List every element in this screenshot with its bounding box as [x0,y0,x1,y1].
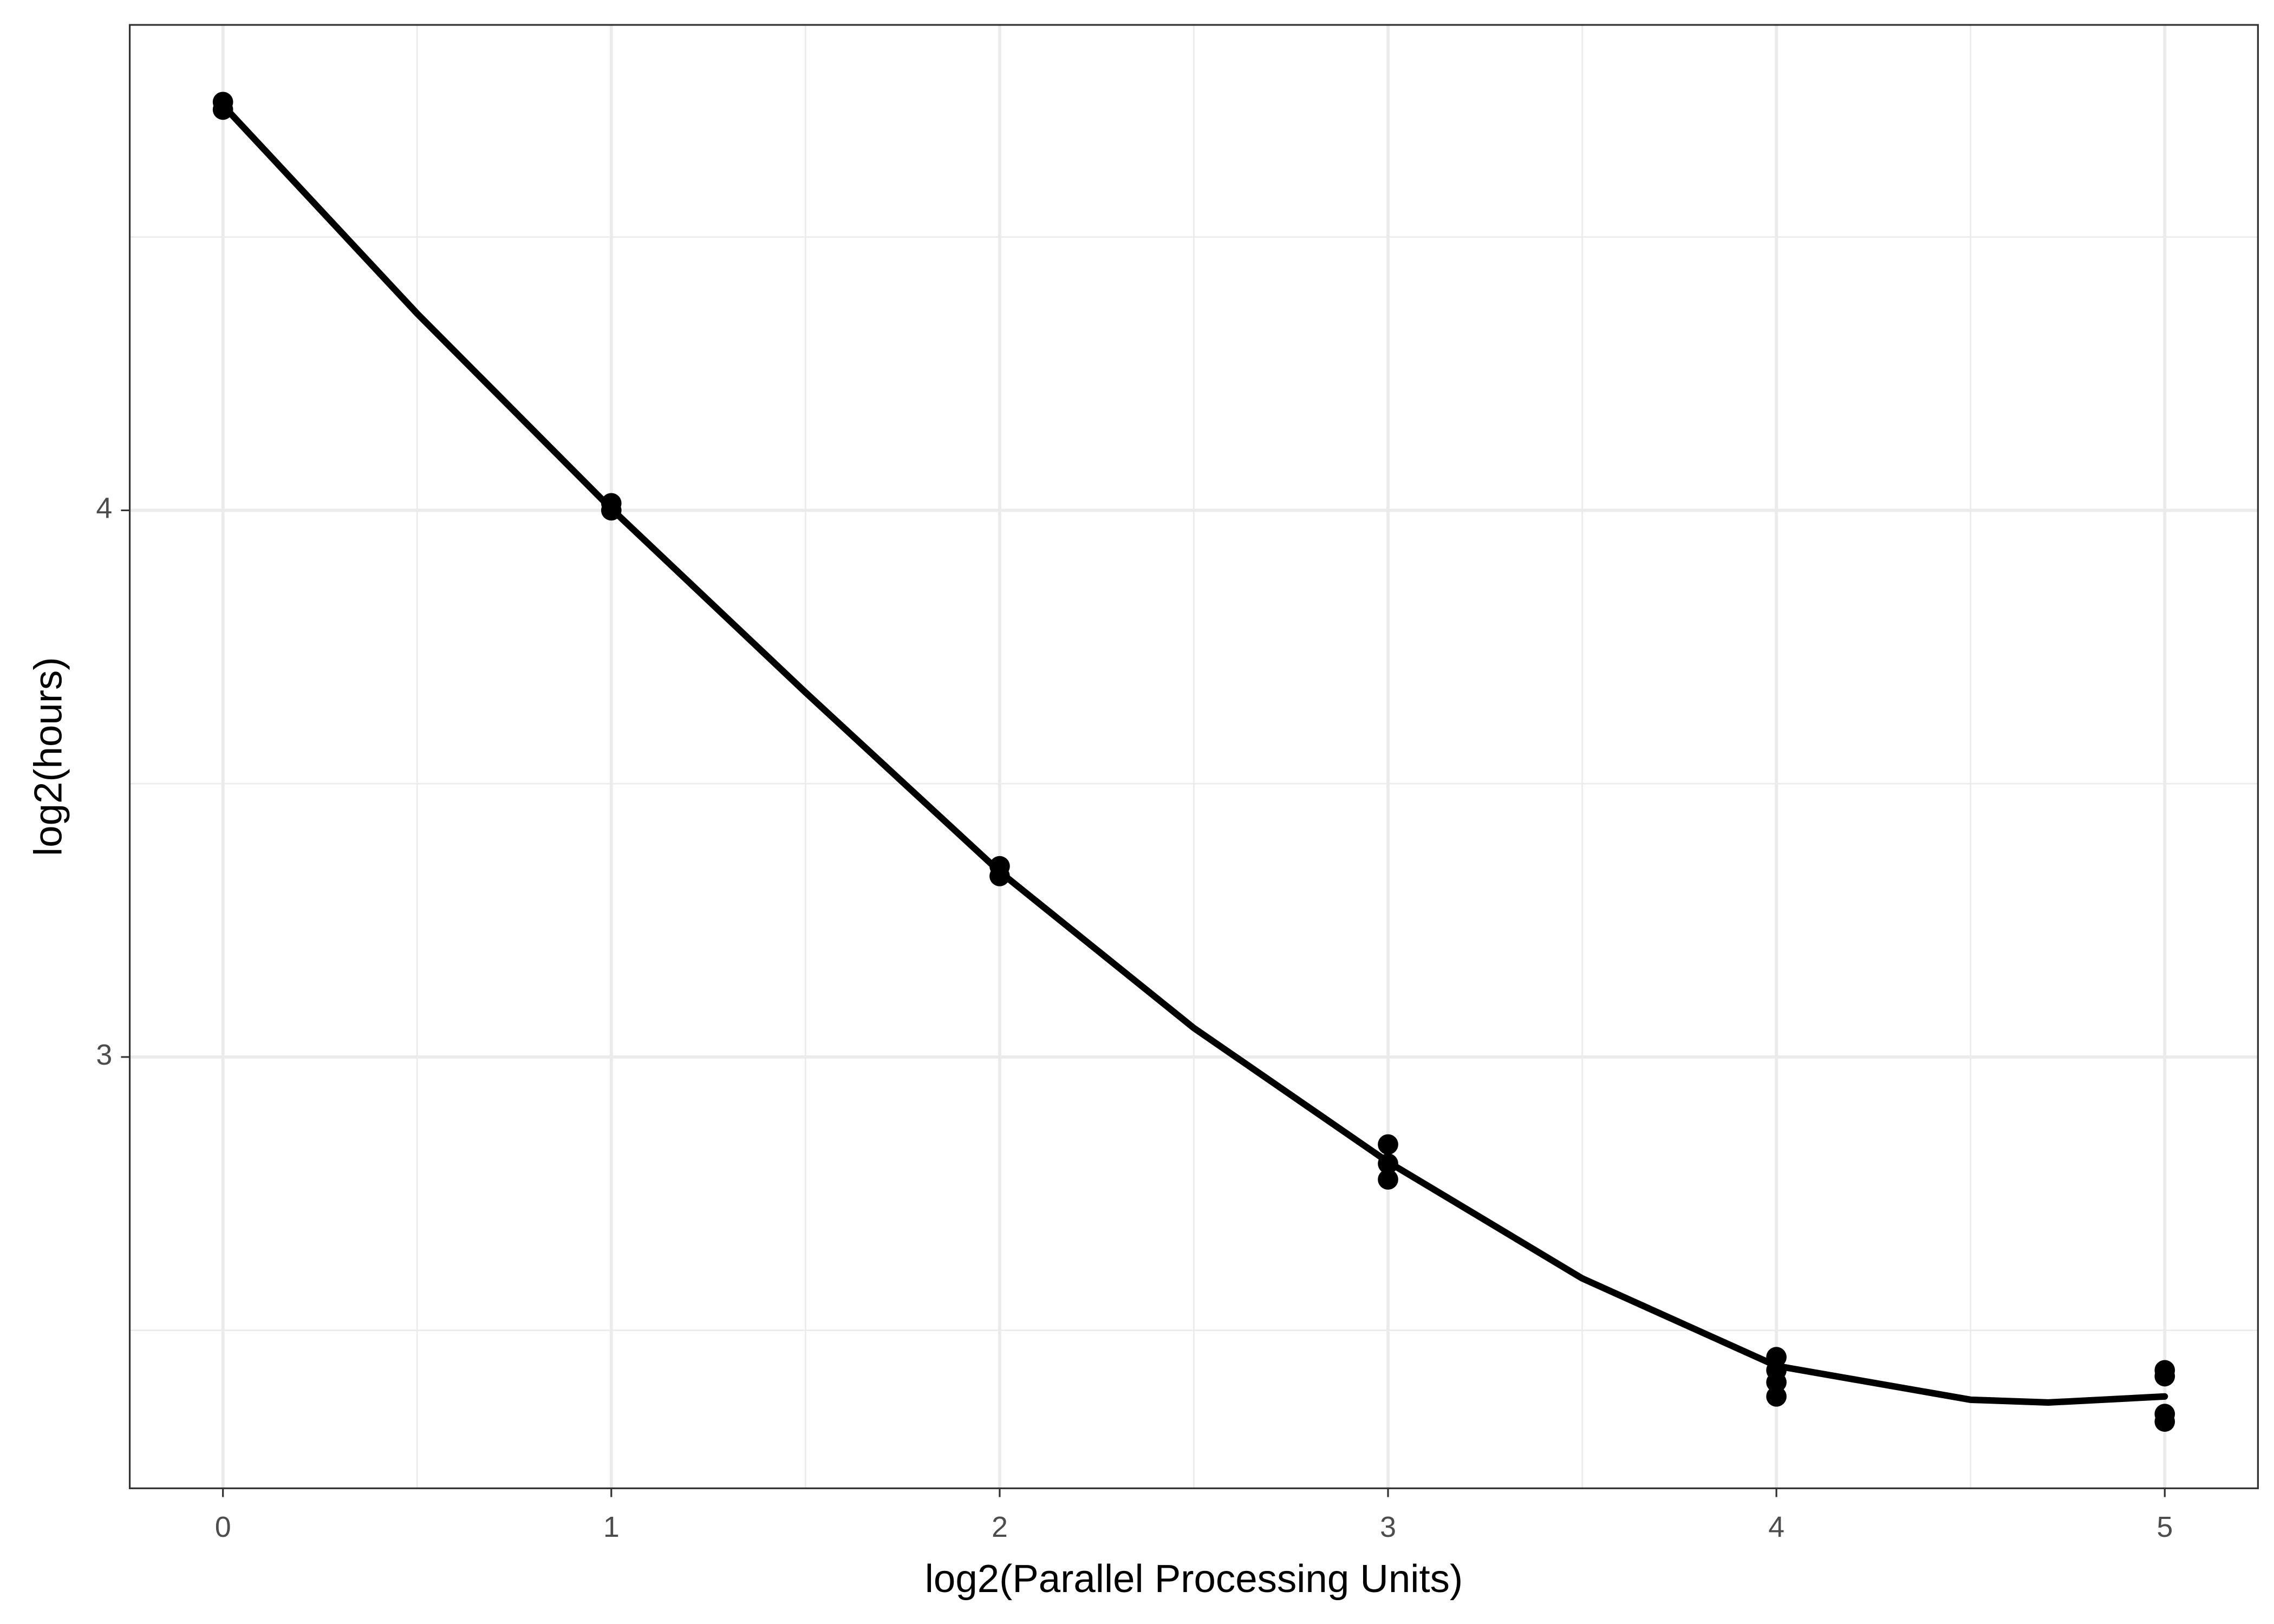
y-tick-label: 3 [96,1039,112,1071]
grid [121,24,2258,1497]
x-tick-label: 3 [1380,1511,1396,1543]
point [1378,1134,1398,1155]
x-tick-label: 1 [603,1511,620,1543]
smooth-line [219,102,2168,1406]
marks [212,92,2175,1432]
panel-border [128,24,2259,1490]
x-axis-title: log2(Parallel Processing Units) [925,1557,1463,1601]
x-tick-label: 0 [215,1511,231,1543]
x-tick-label: 5 [2156,1511,2173,1543]
point [2154,1411,2175,1432]
point [2154,1366,2175,1387]
point [1378,1169,1398,1190]
point [1766,1372,1787,1393]
y-tick-label: 4 [96,492,112,525]
point [1766,1386,1787,1407]
x-tick-label: 2 [992,1511,1008,1543]
x-tick-label: 4 [1768,1511,1784,1543]
y-axis-title: log2(hours) [26,657,70,856]
